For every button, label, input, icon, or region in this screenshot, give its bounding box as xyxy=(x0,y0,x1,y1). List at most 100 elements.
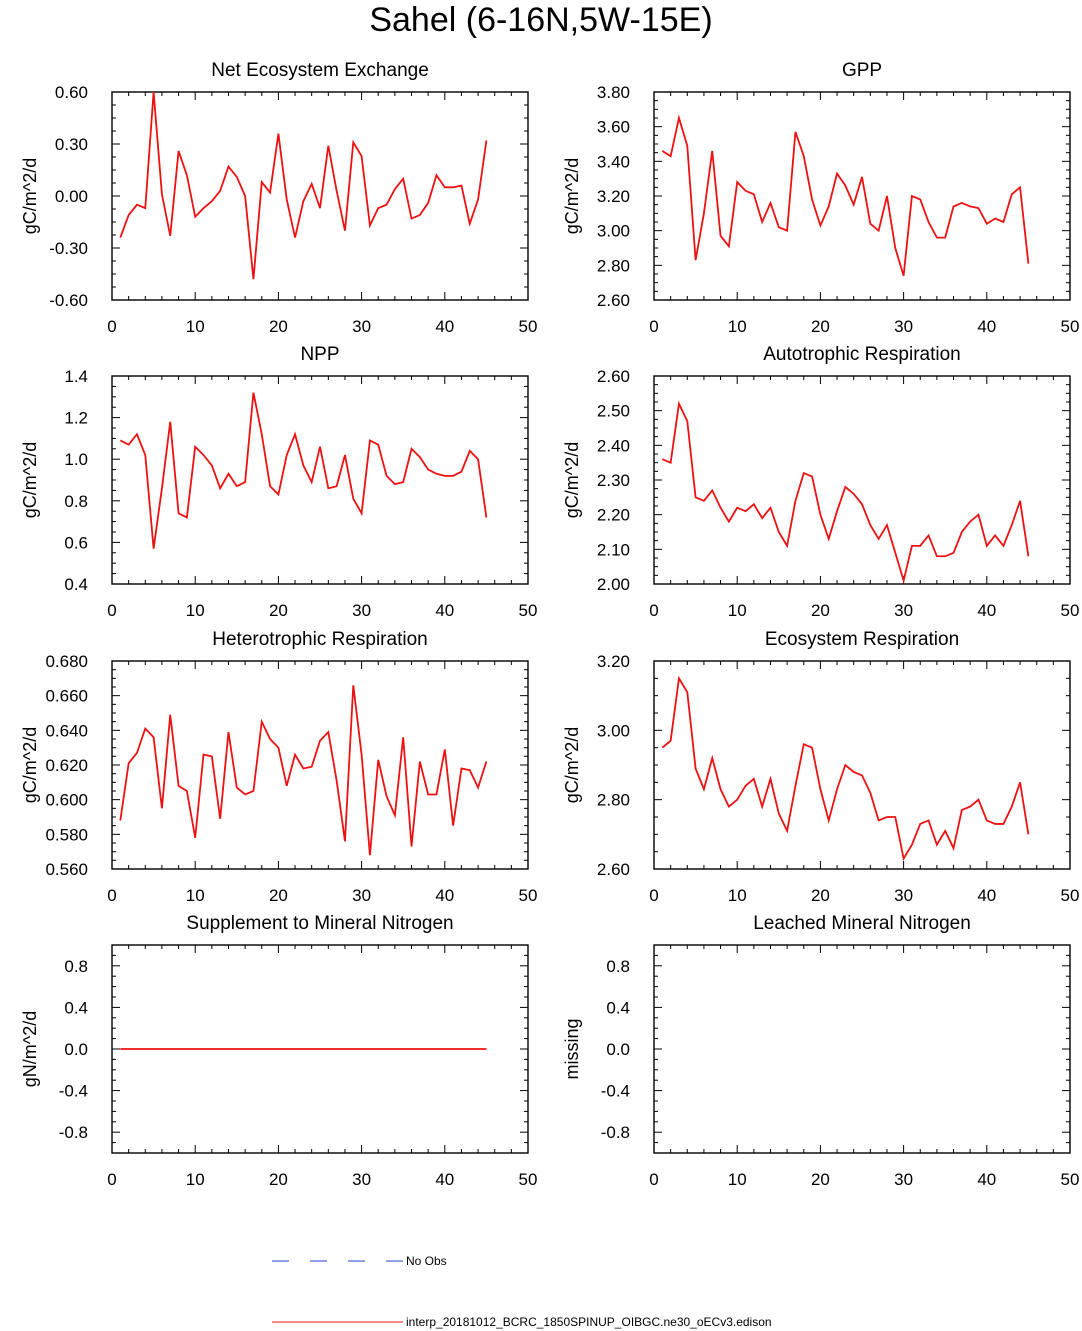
y-axis-label: gC/m^2/d xyxy=(562,442,582,518)
x-tick-label: 10 xyxy=(186,601,205,620)
y-tick-label: 2.20 xyxy=(597,506,630,525)
panel-title: Ecosystem Respiration xyxy=(765,629,959,650)
panel-3: NPP gC/m^2/d 0 10 20 30 40 50 0.4 0.6 0.8 1.0 1.2 1.4 xyxy=(20,344,537,620)
x-tick-label: 40 xyxy=(977,317,996,336)
y-tick-label: -0.8 xyxy=(601,1123,630,1142)
y-tick-label: 3.60 xyxy=(597,118,630,137)
x-tick-label: 20 xyxy=(269,886,288,905)
y-tick-label: 0.580 xyxy=(45,825,88,844)
x-tick-label: 20 xyxy=(811,1170,830,1189)
y-tick-label: 0.8 xyxy=(64,492,88,511)
y-tick-label: 2.00 xyxy=(597,575,630,594)
y-tick-label: 3.80 xyxy=(597,83,630,102)
y-tick-label: 0.0 xyxy=(606,1040,630,1059)
y-axis-label: gC/m^2/d xyxy=(562,727,582,803)
series-line xyxy=(119,685,488,856)
y-tick-label: 0.560 xyxy=(45,860,88,879)
y-axis-label: missing xyxy=(562,1018,582,1079)
x-tick-label: 20 xyxy=(269,317,288,336)
y-tick-label: 0.600 xyxy=(45,791,88,810)
series-line xyxy=(661,675,1030,862)
x-tick-label: 0 xyxy=(107,601,116,620)
x-tick-label: 0 xyxy=(107,886,116,905)
figure-title: Sahel (6-16N,5W-15E) xyxy=(369,1,713,39)
panel-7: Supplement to Mineral Nitrogen gN/m^2/d 0 1… xyxy=(20,913,537,1189)
x-tick-label: 40 xyxy=(435,317,454,336)
y-tick-label: 0.640 xyxy=(45,721,88,740)
panel-1: Net Ecosystem Exchange gC/m^2/d 0 10 20 30 40 5… xyxy=(20,60,537,336)
y-tick-label: 3.40 xyxy=(597,152,630,171)
x-tick-label: 20 xyxy=(811,886,830,905)
y-tick-label: 0.8 xyxy=(64,957,88,976)
x-tick-label: 20 xyxy=(269,1170,288,1189)
y-tick-label: 2.40 xyxy=(597,436,630,455)
y-tick-label: 2.80 xyxy=(597,256,630,275)
y-tick-label: 3.20 xyxy=(597,652,630,671)
x-tick-label: 0 xyxy=(107,1170,116,1189)
x-tick-label: 0 xyxy=(649,317,658,336)
x-tick-label: 10 xyxy=(728,317,747,336)
y-tick-label: -0.4 xyxy=(601,1082,630,1101)
x-tick-label: 30 xyxy=(352,886,371,905)
x-tick-label: 20 xyxy=(269,601,288,620)
y-tick-label: 0.60 xyxy=(55,83,88,102)
series-line xyxy=(119,91,488,280)
x-tick-label: 10 xyxy=(728,1170,747,1189)
panel-2: GPP gC/m^2/d 0 10 20 30 40 50 2.60 2.80 3.00 3.20 3.… xyxy=(562,60,1079,336)
x-tick-label: 30 xyxy=(894,1170,913,1189)
y-tick-label: 3.00 xyxy=(597,721,630,740)
x-tick-label: 0 xyxy=(107,317,116,336)
panel-title: GPP xyxy=(842,60,882,81)
x-tick-label: 10 xyxy=(186,317,205,336)
x-tick-label: 50 xyxy=(519,317,538,336)
x-tick-label: 10 xyxy=(728,601,747,620)
x-tick-label: 40 xyxy=(977,601,996,620)
panel-title: Leached Mineral Nitrogen xyxy=(753,913,971,934)
y-axis-label: gC/m^2/d xyxy=(562,158,582,234)
x-tick-label: 30 xyxy=(352,317,371,336)
x-tick-label: 10 xyxy=(186,886,205,905)
x-tick-label: 20 xyxy=(811,317,830,336)
y-tick-label: -0.8 xyxy=(59,1123,88,1142)
y-tick-label: 1.2 xyxy=(64,409,88,428)
plot-frame xyxy=(653,944,1071,1154)
y-tick-label: 0.620 xyxy=(45,756,88,775)
y-tick-label: 0.0 xyxy=(64,1040,88,1059)
plot-frame xyxy=(653,375,1071,585)
x-tick-label: 40 xyxy=(435,1170,454,1189)
x-tick-label: 50 xyxy=(1061,601,1080,620)
panel-title: Net Ecosystem Exchange xyxy=(211,60,429,81)
x-tick-label: 40 xyxy=(977,1170,996,1189)
x-tick-label: 40 xyxy=(977,886,996,905)
y-tick-label: 0.660 xyxy=(45,687,88,706)
y-tick-label: 2.30 xyxy=(597,471,630,490)
y-tick-label: 1.0 xyxy=(64,450,88,469)
plot-frame xyxy=(653,660,1071,870)
x-tick-label: 20 xyxy=(811,601,830,620)
panel-4: Autotrophic Respiration gC/m^2/d 0 10 20 30 40… xyxy=(562,344,1079,620)
x-tick-label: 10 xyxy=(186,1170,205,1189)
x-tick-label: 50 xyxy=(1061,1170,1080,1189)
x-tick-label: 50 xyxy=(519,1170,538,1189)
y-tick-label: 3.00 xyxy=(597,222,630,241)
x-tick-label: 0 xyxy=(649,1170,658,1189)
x-tick-label: 10 xyxy=(728,886,747,905)
x-tick-label: 0 xyxy=(649,601,658,620)
x-tick-label: 50 xyxy=(519,886,538,905)
y-tick-label: 0.4 xyxy=(64,998,88,1017)
x-tick-label: 50 xyxy=(519,601,538,620)
x-tick-label: 30 xyxy=(352,1170,371,1189)
panel-title: NPP xyxy=(300,344,339,365)
x-tick-label: 50 xyxy=(1061,886,1080,905)
series-line xyxy=(661,114,1030,276)
y-tick-label: 0.4 xyxy=(64,575,88,594)
y-tick-label: -0.60 xyxy=(49,291,88,310)
x-tick-label: 40 xyxy=(435,886,454,905)
y-tick-label: 0.6 xyxy=(64,533,88,552)
y-tick-label: 3.20 xyxy=(597,187,630,206)
y-tick-label: 2.50 xyxy=(597,402,630,421)
y-tick-label: 0.680 xyxy=(45,652,88,671)
panel-title: Supplement to Mineral Nitrogen xyxy=(186,913,453,934)
plot-frame xyxy=(111,660,529,870)
